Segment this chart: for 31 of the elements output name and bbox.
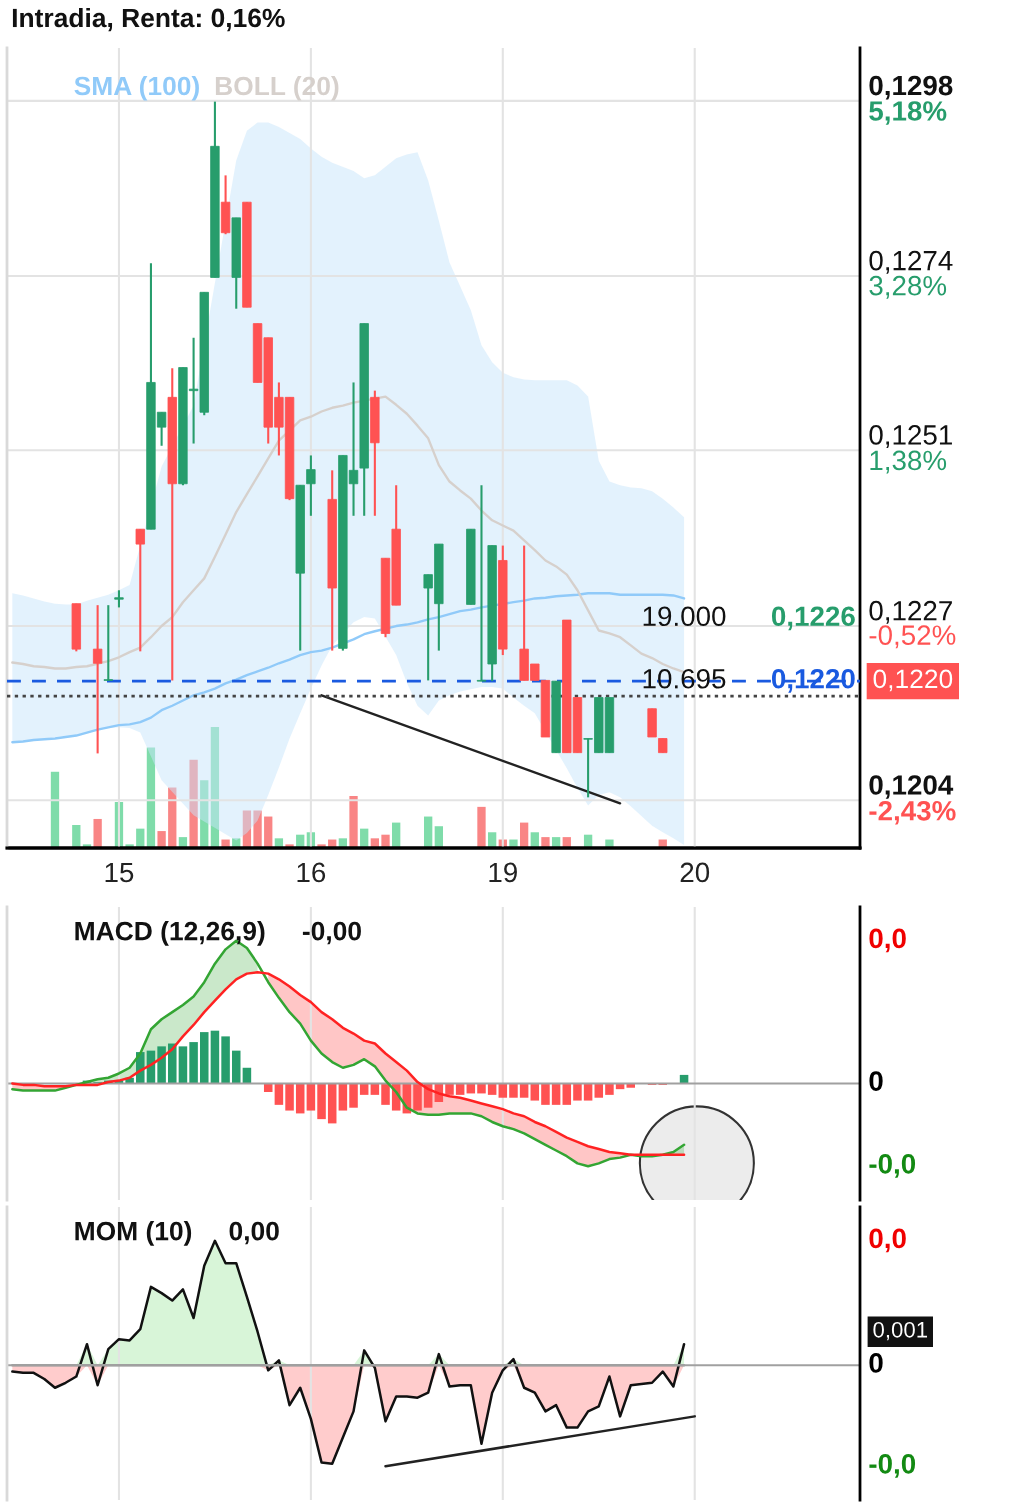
y2-tick-label: -2,43% [869,800,956,825]
text: -0,0 [869,1453,916,1478]
x-tick-label: 15 [105,862,134,883]
y2-tick-label: 3,28% [869,275,947,299]
text: 0,0 [869,928,906,953]
chart-subtitle: -0,00 [302,921,361,945]
text: -0,0 [869,1153,916,1178]
text: 0,001 [873,1321,928,1341]
text: SMA (100) [74,75,199,101]
text: 19.000 0,1226 [643,606,855,631]
y2-tick-label: -0,52% [869,625,956,649]
y-tick-label: 0,1274 [869,250,953,274]
text: 0 [869,1353,883,1373]
text: 10.695 [643,668,726,689]
y-tick-label: 0,1251 [869,425,952,449]
chart-title: MOM (10) [75,1221,192,1246]
text: 0,1220 [873,669,953,692]
x-tick-label: 20 [680,862,710,883]
x-tick-label: 16 [297,862,326,883]
y-tick-label: 0,1298 [869,75,953,100]
text: 0 [869,1071,883,1091]
text: 0,0 [869,1228,906,1253]
chart-subtitle: 0,00 [229,1221,279,1245]
y2-tick-label: 5,18% [869,101,947,125]
annotation: 0,1220 [771,668,855,693]
x-tick-label: 19 [489,862,517,883]
chart-title: Intradia, Renta: 0,16% [12,7,285,32]
y2-tick-label: 1,38% [870,450,947,474]
y-tick-label: 0,1227 [869,600,952,624]
chart-title: MACD (12,26,9) [75,921,265,946]
y-tick-label: 0,1204 [869,775,954,799]
